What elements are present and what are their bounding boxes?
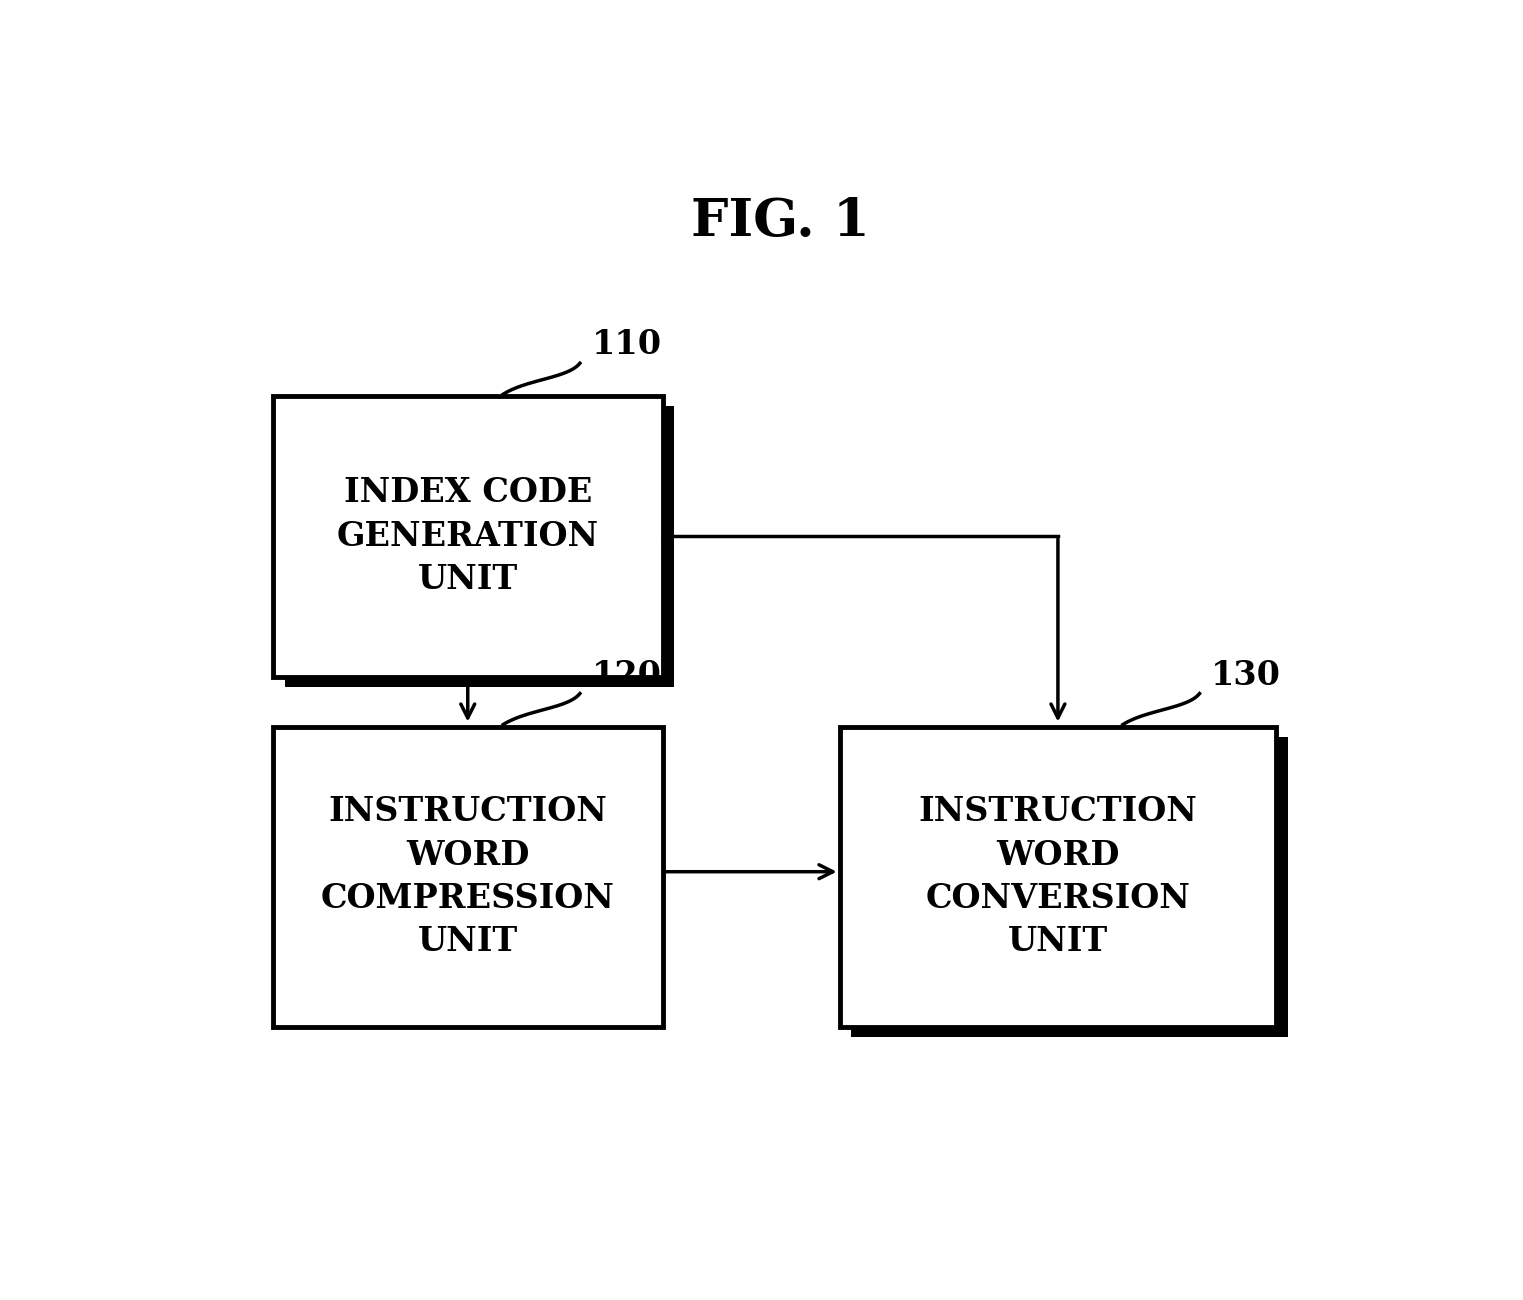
- Text: 130: 130: [1211, 659, 1281, 692]
- Bar: [851, 737, 1288, 1037]
- Bar: [273, 396, 663, 676]
- Text: 120: 120: [591, 659, 661, 692]
- Text: FIG. 1: FIG. 1: [691, 196, 870, 247]
- Bar: [839, 727, 1276, 1027]
- Bar: [273, 727, 663, 1027]
- Bar: [285, 406, 675, 686]
- Text: INDEX CODE
GENERATION
UNIT: INDEX CODE GENERATION UNIT: [337, 477, 599, 597]
- Text: INSTRUCTION
WORD
COMPRESSION
UNIT: INSTRUCTION WORD COMPRESSION UNIT: [321, 796, 615, 958]
- Text: INSTRUCTION
WORD
CONVERSION
UNIT: INSTRUCTION WORD CONVERSION UNIT: [918, 796, 1197, 958]
- Text: 110: 110: [591, 328, 663, 361]
